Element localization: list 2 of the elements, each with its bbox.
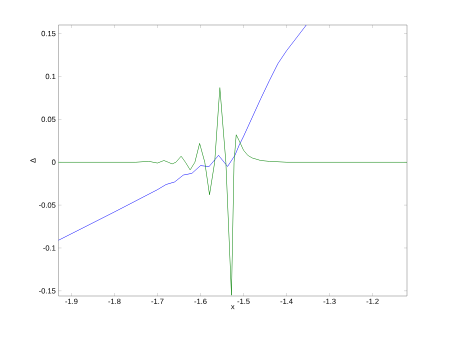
line-series <box>58 24 307 241</box>
line-series <box>58 87 407 296</box>
